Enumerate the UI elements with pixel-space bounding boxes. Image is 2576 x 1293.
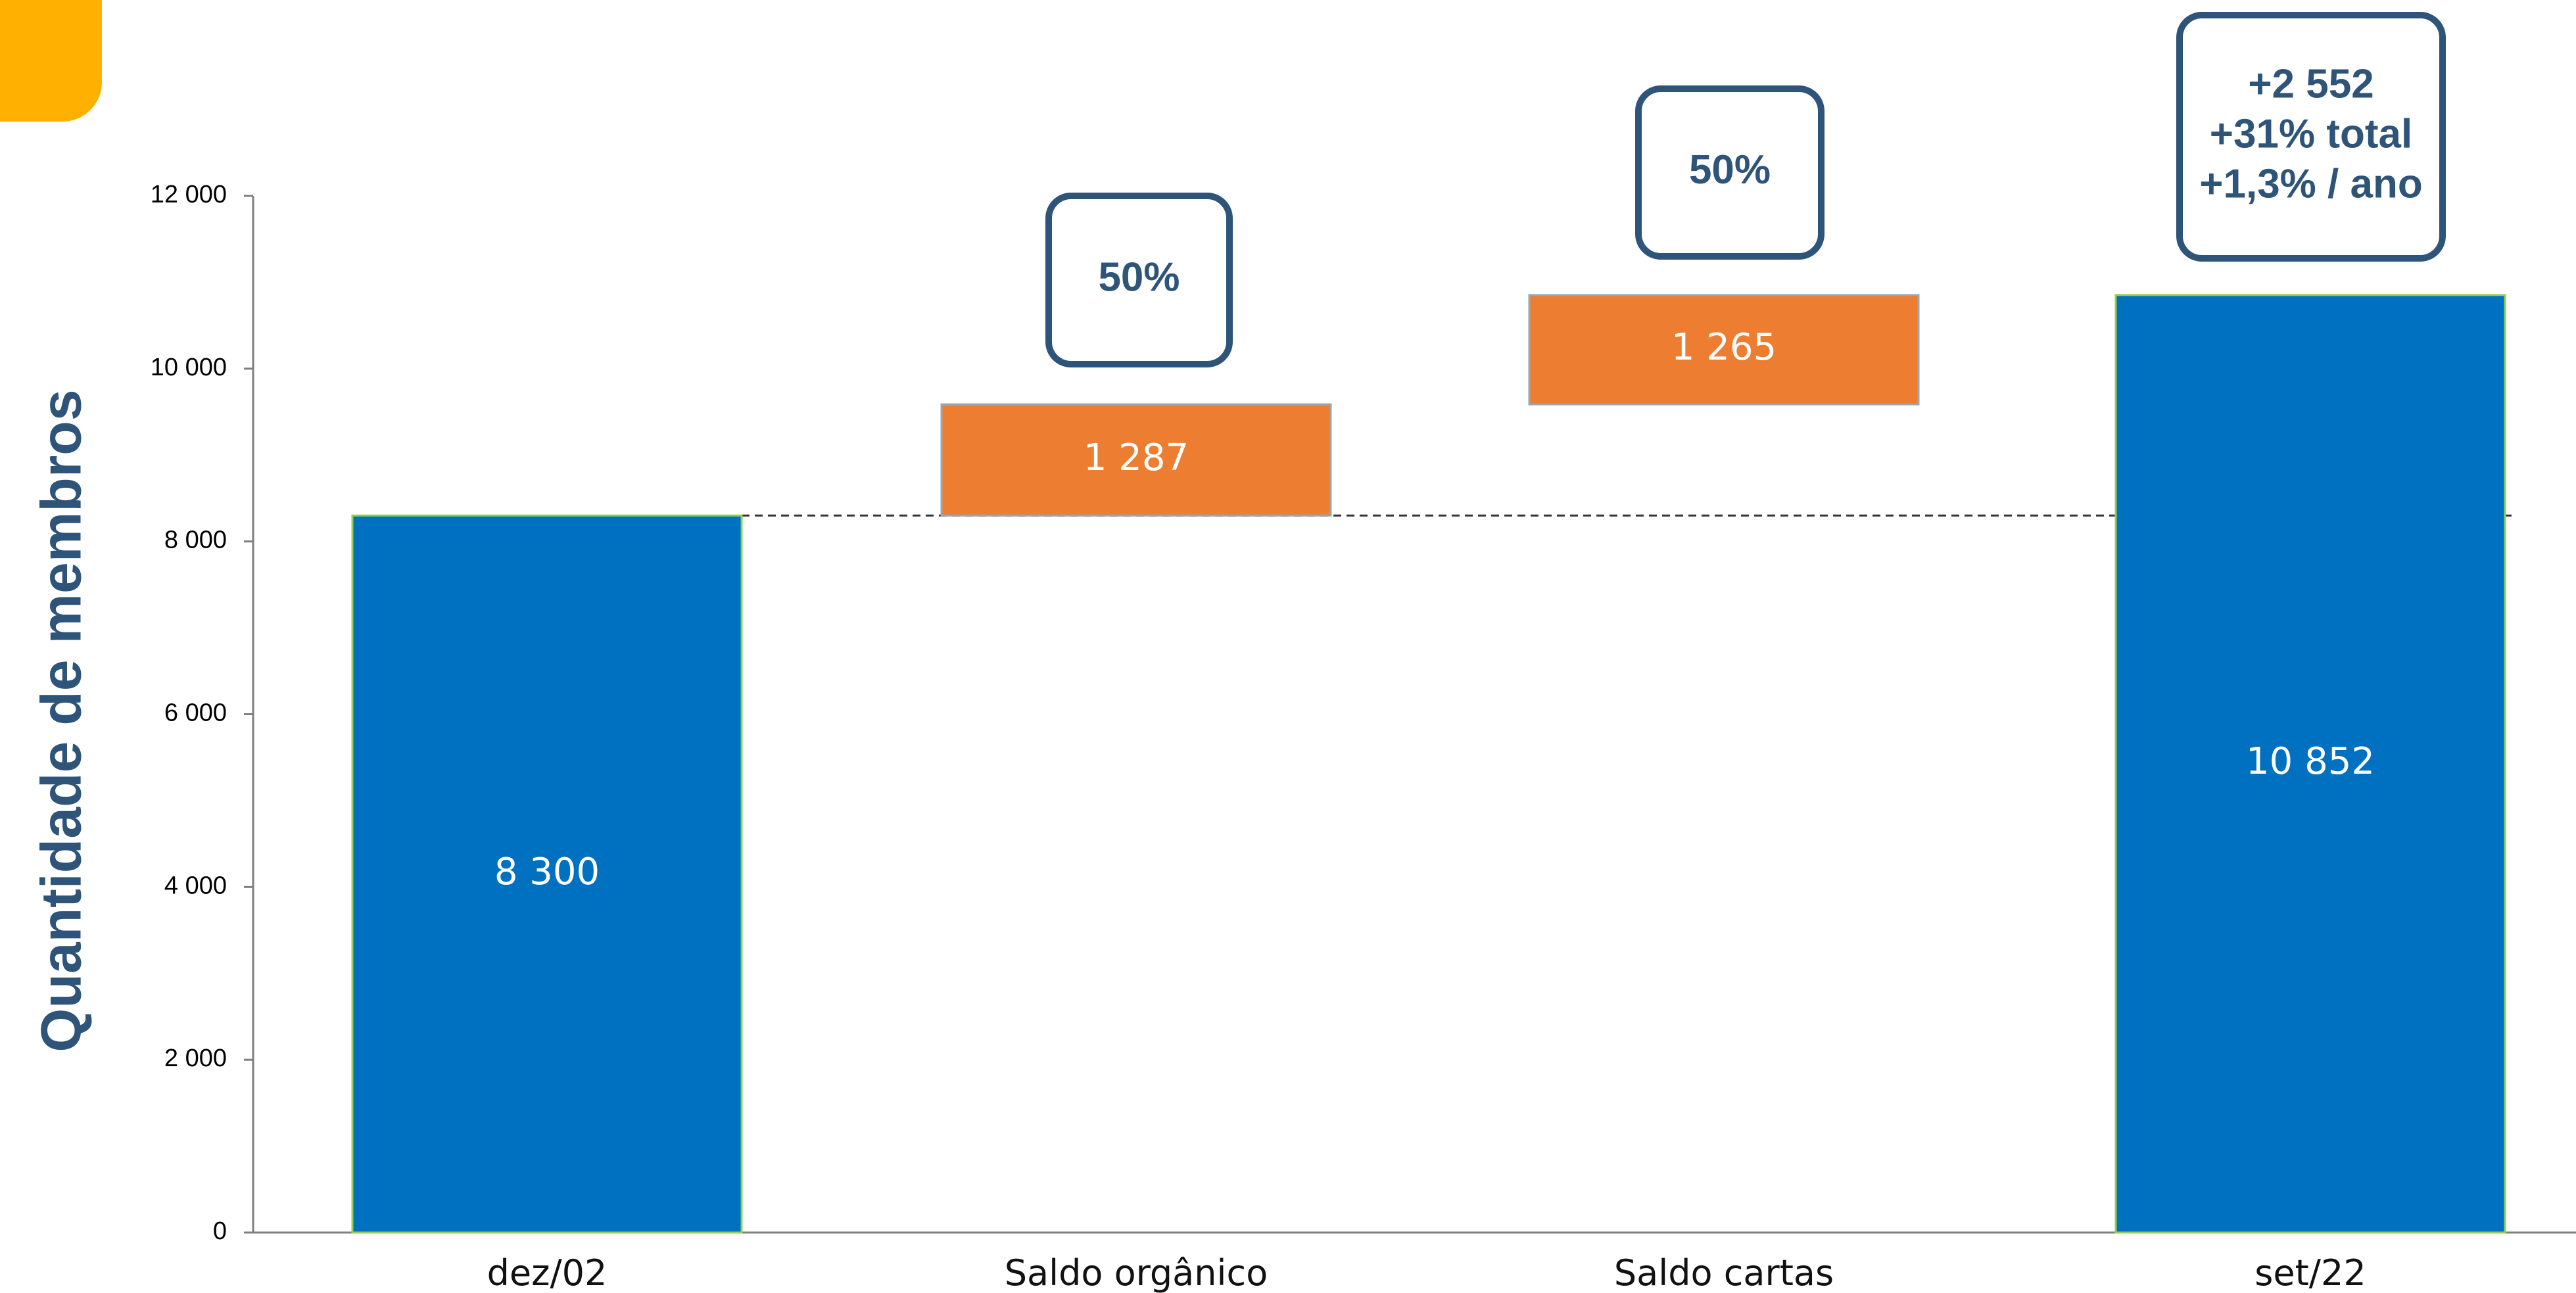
- accent-corner-shape: [0, 0, 102, 122]
- category-label: dez/02: [487, 1252, 608, 1293]
- category-label: set/22: [2254, 1252, 2366, 1293]
- y-tick-label: 6 000: [164, 699, 227, 727]
- category-labels: dez/02 Saldo orgânico Saldo cartas set/22: [487, 1252, 2366, 1293]
- data-label: 1 265: [1671, 326, 1777, 369]
- callout-box: [1045, 193, 1233, 367]
- y-tick-label: 4 000: [164, 872, 227, 899]
- bar-3: [1528, 294, 1920, 406]
- callout-3: +2 552 +31% total +1,3% / ano: [2176, 12, 2446, 262]
- bar-4: [2114, 294, 2506, 1234]
- callout-box: [2176, 12, 2446, 262]
- callout-text: 50%: [1098, 254, 1180, 300]
- category-label: Saldo cartas: [1614, 1252, 1834, 1293]
- data-label: 8 300: [494, 851, 600, 893]
- bar-2: [940, 403, 1332, 517]
- callout-text: +2 552: [2248, 61, 2373, 106]
- y-axis-ticks: 0 2 000 4 000 6 000 8 000 10 000 12 000: [151, 181, 253, 1245]
- y-tick-label: 2 000: [164, 1045, 227, 1072]
- callout-1: 50%: [1045, 193, 1233, 367]
- y-tick-label: 12 000: [151, 181, 227, 208]
- y-tick-label: 8 000: [164, 527, 227, 554]
- value-labels: 8 300 1 287 1 265 10 852: [494, 326, 2375, 893]
- callout-text: +1,3% / ano: [2199, 161, 2422, 206]
- callout-2: 50%: [1635, 85, 1825, 260]
- callout-text: 50%: [1689, 147, 1771, 193]
- callout-text: +31% total: [2210, 111, 2412, 156]
- callouts: 50% 50% +2 552 +31% total +1,3% / ano: [1045, 12, 2446, 367]
- category-label: Saldo orgânico: [1005, 1252, 1268, 1293]
- y-tick-label: 10 000: [151, 354, 227, 381]
- callout-box: [1635, 85, 1825, 260]
- y-axis-title: Quantidade de membros: [30, 389, 93, 1052]
- y-tick-label: 0: [213, 1217, 227, 1245]
- bars: [351, 294, 2506, 1234]
- bar-1: [351, 514, 743, 1234]
- data-label: 10 852: [2246, 740, 2375, 783]
- data-label: 1 287: [1084, 436, 1189, 479]
- y-axis-title-group: Quantidade de membros: [30, 389, 93, 1052]
